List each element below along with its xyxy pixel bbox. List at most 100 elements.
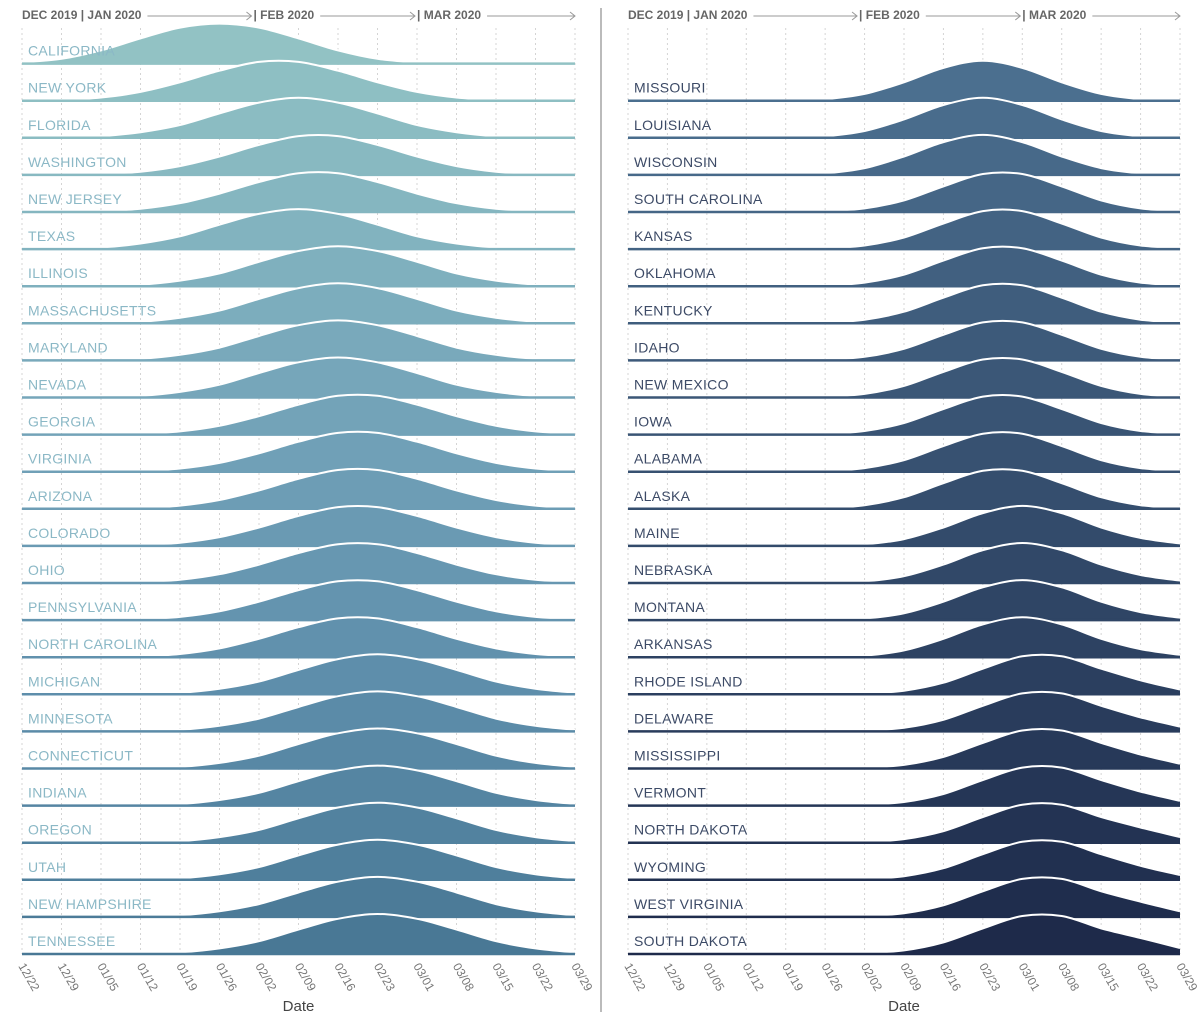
ridge-area — [628, 246, 1180, 287]
x-tick-label: 03/08 — [450, 961, 477, 994]
series-label: CALIFORNIA — [28, 43, 115, 59]
series-label: WASHINGTON — [28, 154, 127, 170]
series-label: IDAHO — [634, 339, 680, 355]
header-label: | MAR 2020 — [1022, 8, 1086, 22]
x-tick-label: 01/12 — [134, 961, 161, 994]
x-tick-label: 02/23 — [371, 961, 398, 994]
ridge-area — [628, 728, 1180, 769]
series-label: MICHIGAN — [28, 673, 100, 689]
ridge-area — [22, 654, 575, 695]
x-tick-label: 02/02 — [858, 961, 885, 994]
ridge-area — [628, 505, 1180, 546]
ridge-area — [22, 580, 575, 621]
ridge-area — [628, 617, 1180, 658]
x-tick-label: 01/05 — [94, 961, 121, 994]
series-label: NORTH CAROLINA — [28, 636, 158, 652]
x-tick-label: 02/09 — [897, 961, 924, 994]
ridge-area — [628, 320, 1180, 361]
x-tick-label: 03/15 — [489, 961, 516, 994]
series-label: OREGON — [28, 822, 92, 838]
series-label: VIRGINIA — [28, 451, 92, 467]
ridge-area — [628, 395, 1180, 435]
ridge-area — [22, 506, 575, 546]
series-label: SOUTH DAKOTA — [634, 933, 747, 949]
x-tick-label: 02/23 — [976, 961, 1003, 994]
ridge-area — [628, 357, 1180, 398]
x-tick-label: 03/29 — [1173, 961, 1198, 994]
series-label: ILLINOIS — [28, 265, 88, 281]
ridge-area — [22, 765, 575, 806]
ridge-area — [628, 283, 1180, 324]
x-tick-label: 02/09 — [292, 961, 319, 994]
ridge-area — [22, 839, 575, 880]
x-tick-label: 12/29 — [55, 961, 82, 994]
series-label: MISSISSIPPI — [634, 748, 721, 764]
header-label: | FEB 2020 — [253, 8, 314, 22]
series-label: TENNESSEE — [28, 933, 116, 949]
ridge-area — [22, 97, 575, 138]
x-tick-label: 02/16 — [331, 961, 358, 994]
ridge-area — [22, 431, 575, 472]
series-label: INDIANA — [28, 785, 87, 801]
ridge-line — [21, 59, 576, 102]
series-label: RHODE ISLAND — [634, 673, 743, 689]
ridge-area — [628, 97, 1180, 138]
x-tick-label: 01/19 — [173, 961, 200, 994]
header-arrowhead — [409, 11, 416, 21]
series-label: MARYLAND — [28, 339, 108, 355]
ridge-area — [22, 283, 575, 324]
series-label: FLORIDA — [28, 117, 91, 133]
header-arrowhead — [1014, 11, 1022, 21]
ridge-area — [628, 803, 1180, 843]
series-label: MISSOURI — [634, 80, 706, 96]
x-tick-label: 02/02 — [252, 961, 279, 994]
series-label: NEW YORK — [28, 80, 107, 96]
x-tick-label: 03/08 — [1055, 961, 1082, 994]
ridge-area — [22, 60, 575, 101]
series-label: ALASKA — [634, 488, 691, 504]
x-tick-label: 12/29 — [661, 961, 688, 994]
ridge-line — [21, 133, 576, 176]
x-tick-label: 02/16 — [937, 961, 964, 994]
ridge-area — [628, 877, 1180, 917]
header-arrowhead — [851, 11, 858, 21]
series-label: CONNECTICUT — [28, 748, 133, 764]
ridge-area — [22, 246, 575, 287]
series-label: KENTUCKY — [634, 302, 713, 318]
ridge-area — [22, 320, 575, 361]
series-label: NEBRASKA — [634, 562, 713, 578]
ridge-area — [22, 172, 575, 213]
x-tick-label: 01/26 — [819, 961, 846, 994]
ridge-area — [22, 617, 575, 658]
series-label: ALABAMA — [634, 451, 703, 467]
ridge-line — [21, 208, 576, 251]
ridge-area — [628, 914, 1180, 955]
ridge-area — [22, 23, 575, 64]
header-label: DEC 2019 | JAN 2020 — [22, 8, 142, 22]
ridge-area — [22, 543, 575, 584]
header-arrowhead — [569, 11, 576, 21]
series-label: MONTANA — [634, 599, 705, 615]
x-tick-label: 01/26 — [213, 961, 240, 994]
ridge-area — [22, 209, 575, 250]
ridge-area — [628, 580, 1180, 621]
x-tick-label: 03/01 — [410, 961, 437, 994]
series-label: VERMONT — [634, 785, 706, 801]
x-tick-label: 01/19 — [779, 961, 806, 994]
x-tick-label: 03/22 — [529, 961, 556, 994]
series-label: MAINE — [634, 525, 680, 541]
series-label: SOUTH CAROLINA — [634, 191, 763, 207]
series-label: WYOMING — [634, 859, 706, 875]
x-tick-label: 03/29 — [568, 961, 595, 994]
header-arrowhead — [246, 11, 253, 21]
x-tick-label: 03/15 — [1095, 961, 1122, 994]
series-label: GEORGIA — [28, 414, 96, 430]
series-label: NEW MEXICO — [634, 377, 729, 393]
ridge-line — [21, 171, 576, 214]
series-label: KANSAS — [634, 228, 693, 244]
series-label: NORTH DAKOTA — [634, 822, 748, 838]
header-arrowhead — [1174, 11, 1181, 21]
series-label: OKLAHOMA — [634, 265, 716, 281]
series-label: PENNSYLVANIA — [28, 599, 137, 615]
ridge-area — [628, 432, 1180, 472]
